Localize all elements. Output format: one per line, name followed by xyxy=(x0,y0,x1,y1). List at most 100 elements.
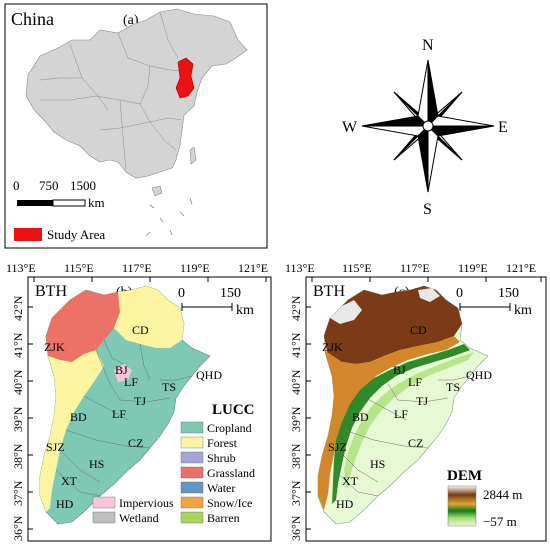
c-top-tick: 117°E xyxy=(400,261,430,275)
legend-swatch-snow-ice xyxy=(180,496,204,509)
panel-b: 113°E 115°E 117°E 119°E 121°E 42°N 41°N … xyxy=(6,261,272,542)
c-left-tick: 37°N xyxy=(289,480,303,506)
city-label: LF xyxy=(112,407,126,421)
dem-max-label: 2844 m xyxy=(483,487,522,502)
scale-tick-750: 750 xyxy=(39,178,59,193)
c-left-tick: 41°N xyxy=(289,332,303,358)
panel-a-scale-bar: 0 750 1500 km xyxy=(13,178,105,210)
legend-label: Impervious xyxy=(119,496,174,510)
c-top-tick: 115°E xyxy=(342,261,372,275)
panel-b-scale-bar: 0 150 km xyxy=(178,286,254,318)
city-label: ZJK xyxy=(322,340,343,354)
b-left-tick: 37°N xyxy=(11,480,25,506)
c-top-tick: 121°E xyxy=(506,261,536,275)
legend-swatch-cropland xyxy=(180,421,204,434)
panel-b-top-ticks: 113°E 115°E 117°E 119°E 121°E xyxy=(6,261,268,275)
b-top-tick: 113°E xyxy=(6,261,36,275)
city-label: QHD xyxy=(466,368,492,382)
compass-center xyxy=(422,120,434,132)
compass-west-label: W xyxy=(342,119,358,136)
china-map xyxy=(25,8,248,179)
dem-min-label: −57 m xyxy=(483,514,517,529)
city-label: HD xyxy=(56,497,74,511)
city-label: ZJK xyxy=(44,340,65,354)
compass-north-label: N xyxy=(422,37,434,54)
legend-label: Wetland xyxy=(119,511,159,525)
b-left-tick: 41°N xyxy=(11,332,25,358)
dem-region-mountain xyxy=(324,286,462,364)
legend-label: Barren xyxy=(207,511,240,525)
country-label: China xyxy=(11,9,54,29)
b-scale-tick-150: 150 xyxy=(220,286,241,301)
b-left-tick: 40°N xyxy=(11,369,25,395)
study-area-highlight xyxy=(175,57,195,99)
panel-a: China (a) 0 750 xyxy=(4,3,268,249)
scale-segment-light xyxy=(52,199,86,207)
city-label: BJ xyxy=(393,363,406,377)
city-label: XT xyxy=(61,474,78,488)
dem-map xyxy=(317,285,489,525)
study-area-swatch xyxy=(14,228,42,241)
c-top-tick: 119°E xyxy=(458,261,488,275)
b-top-tick: 117°E xyxy=(122,261,152,275)
legend-label: Snow/Ice xyxy=(207,496,252,510)
panel-b-left-ticks: 42°N 41°N 40°N 39°N 38°N 37°N 36°N xyxy=(11,295,25,541)
lucc-region-impervious xyxy=(114,364,132,382)
city-label: BJ xyxy=(115,363,128,377)
city-label: HS xyxy=(370,457,385,471)
city-label: HD xyxy=(336,497,354,511)
c-scale-unit: km xyxy=(514,303,532,318)
legend-label: Grassland xyxy=(207,466,255,480)
province-borders xyxy=(39,11,191,171)
c-left-tick: 36°N xyxy=(289,515,303,541)
c-top-tick: 113°E xyxy=(285,261,315,275)
panel-c-scale-bar: 0 150 km xyxy=(456,286,532,318)
dem-city-borders xyxy=(333,375,471,497)
b-left-tick: 36°N xyxy=(11,515,25,541)
city-label: TS xyxy=(446,380,460,394)
c-left-tick: 39°N xyxy=(289,406,303,432)
legend-swatch-forest xyxy=(180,436,204,449)
dem-region-foothill-orange xyxy=(318,336,460,510)
city-label: TJ xyxy=(134,394,146,408)
panel-c-tick-marks xyxy=(306,277,542,530)
b-left-tick: 39°N xyxy=(11,406,25,432)
city-label: BD xyxy=(70,410,87,424)
lucc-legend: Cropland Forest Shrub Grassland Water Sn… xyxy=(92,421,255,525)
south-china-sea-islands xyxy=(145,197,193,237)
legend-swatch-shrub xyxy=(180,451,204,464)
legend-label: Cropland xyxy=(207,421,252,435)
dem-color-ramp xyxy=(447,485,477,527)
lucc-city-borders xyxy=(55,339,193,497)
city-label: CZ xyxy=(408,436,423,450)
compass-diagonal-points xyxy=(393,91,463,161)
dem-city-labels: CD ZJK BJ QHD LF TS TJ LF BD CZ SJZ HS X… xyxy=(322,323,492,511)
c-left-tick: 40°N xyxy=(289,369,303,395)
panel-c-left-ticks: 42°N 41°N 40°N 39°N 38°N 37°N 36°N xyxy=(289,295,303,541)
b-scale-unit: km xyxy=(236,303,254,318)
city-label: CD xyxy=(132,323,149,337)
lucc-city-labels: CD ZJK BJ QHD LF TS TJ LF BD CZ SJZ HS X… xyxy=(44,323,222,511)
c-left-tick: 42°N xyxy=(289,295,303,321)
legend-swatch-barren xyxy=(180,511,204,524)
city-label: BD xyxy=(352,410,369,424)
study-area-label: Study Area xyxy=(47,227,105,242)
panel-c-region-label: BTH xyxy=(313,283,345,300)
panel-b-region-label: BTH xyxy=(35,283,67,300)
compass-south-label: S xyxy=(423,201,432,218)
c-left-tick: 38°N xyxy=(289,443,303,469)
b-scale-tick-0: 0 xyxy=(178,286,185,301)
city-label: TS xyxy=(162,380,176,394)
north-arrow-compass: N S E W xyxy=(342,37,508,218)
scale-unit: km xyxy=(88,195,105,210)
city-label: LF xyxy=(124,375,138,389)
b-top-tick: 119°E xyxy=(180,261,210,275)
legend-label: Shrub xyxy=(207,451,236,465)
dem-region-plain-transition xyxy=(344,352,474,490)
legend-swatch-water xyxy=(180,481,204,494)
c-scale-tick-150: 150 xyxy=(498,286,519,301)
legend-swatch-grassland xyxy=(180,466,204,479)
legend-label: Water xyxy=(207,481,235,495)
b-left-tick: 42°N xyxy=(11,295,25,321)
